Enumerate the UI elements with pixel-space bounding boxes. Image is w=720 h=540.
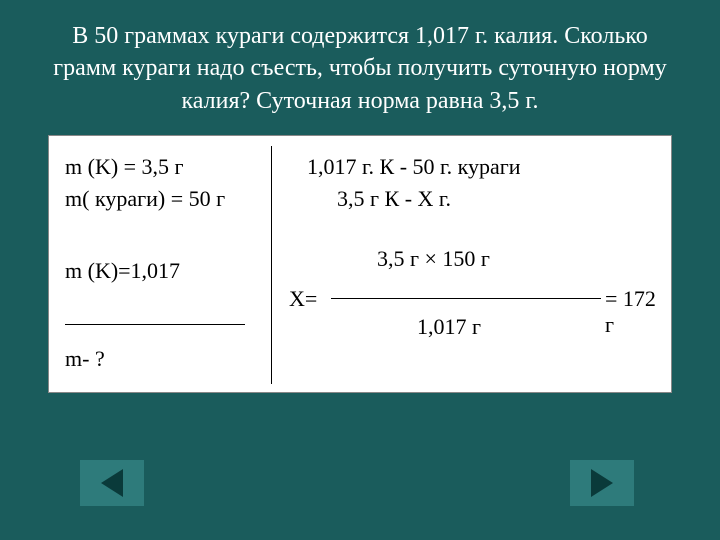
slide-title: В 50 граммах кураги содержится 1,017 г. …: [0, 0, 720, 135]
arrow-left-icon: [101, 469, 123, 497]
result: = 172 г: [605, 286, 669, 338]
horizontal-rule-left: [65, 324, 245, 325]
fraction-numerator: 3,5 г × 150 г: [377, 246, 490, 272]
given-block: m (K) = 3,5 г m( кураги) = 50 г m (K)=1,…: [65, 154, 265, 290]
spacer: [65, 218, 265, 252]
vertical-divider: [271, 146, 272, 384]
fraction-line: [331, 298, 601, 299]
given-line-3: m (K)=1,017: [65, 258, 265, 284]
proportion-line-2: 3,5 г К - Х г.: [337, 186, 659, 212]
next-button[interactable]: [570, 460, 634, 506]
proportion-block: 1,017 г. К - 50 г. кураги 3,5 г К - Х г.: [289, 154, 659, 240]
find-line: m- ?: [65, 346, 105, 372]
fraction-denominator: 1,017 г: [417, 314, 481, 340]
given-line-1: m (K) = 3,5 г: [65, 154, 265, 180]
proportion-line-1: 1,017 г. К - 50 г. кураги: [307, 154, 659, 180]
prev-button[interactable]: [80, 460, 144, 506]
arrow-right-icon: [591, 469, 613, 497]
given-line-2: m( кураги) = 50 г: [65, 186, 265, 212]
x-equals: X=: [289, 286, 317, 312]
solution-card: m (K) = 3,5 г m( кураги) = 50 г m (K)=1,…: [48, 135, 672, 393]
